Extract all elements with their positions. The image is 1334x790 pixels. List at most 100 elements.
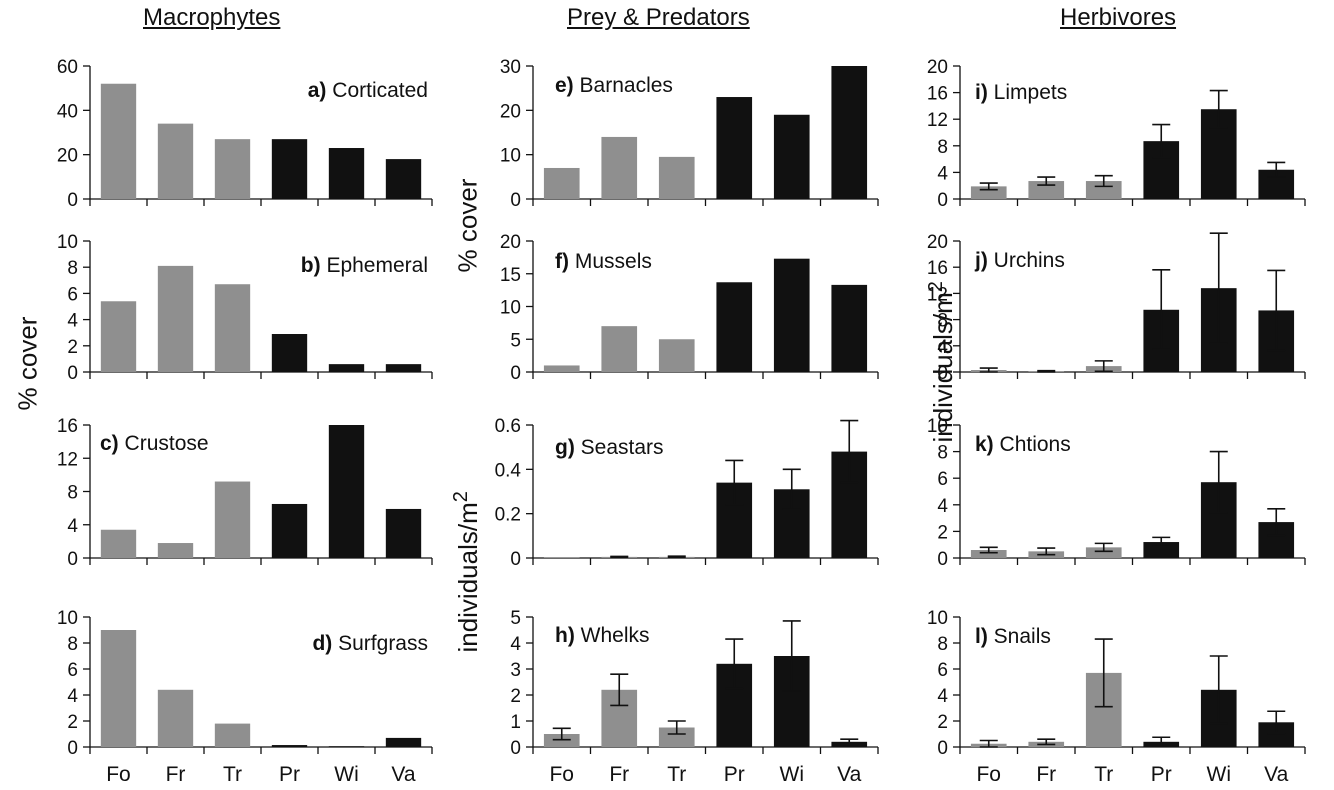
y-tick-label: 8 [67,258,78,279]
y-tick-label: 6 [67,284,78,305]
bar-pr [271,745,308,747]
bar-fr [157,543,194,558]
y-tick-label: 60 [57,57,78,78]
y-tick-label: 6 [937,660,948,681]
x-tick-label: Va [837,763,861,786]
y-tick-label: 0 [67,190,78,211]
y-tick-label: 4 [67,311,78,332]
panel-title: k) Chtions [975,433,1071,456]
y-tick-label: 0 [937,738,948,759]
panel-title: e) Barnacles [555,74,673,97]
y-tick-label: 8 [937,443,948,464]
y-tick-label: 20 [927,57,948,78]
chart-panel-h: 0 1 2 3 4 5 Fo Fr Tr Pr Wi Va h) Whelks [510,608,879,786]
panel-letter: d) [312,632,332,655]
x-tick-label: Fo [976,763,1001,786]
bar-pr [716,97,753,199]
y-tick-label: 1 [510,712,521,733]
bar-wi [328,364,365,372]
y-tick-label: 2 [67,712,78,733]
macrophytes-y-axis-label: % cover [12,316,43,411]
bar-pr [716,282,753,372]
prey-cover-y-axis-label: % cover [452,178,483,273]
bar-fo [100,630,137,747]
chart-panel-d: 0 2 4 6 8 10 Fo Fr Tr Pr Wi Va d) Surfgrass [57,608,433,786]
y-tick-label: 0 [67,549,78,570]
y-tick-label: 6 [67,660,78,681]
panel-name: Seastars [581,436,664,459]
y-tick-label: 2 [937,522,948,543]
x-tick-label: Tr [667,763,686,786]
y-tick-label: 0.2 [495,505,521,526]
y-tick-label: 10 [927,416,948,437]
chart-panel-b: 0 2 4 6 8 10 b) Ephemeral [57,232,433,384]
bar-fo [100,83,137,199]
superscript-two: 2 [925,281,948,293]
x-tick-label: Fr [166,763,186,786]
bar-va [385,364,422,372]
chart-panel-e: 0 10 20 30 e) Barnacles [500,57,879,211]
panel-title: b) Ephemeral [301,254,428,277]
panel-title: g) Seastars [555,436,664,459]
panel-letter: j) [974,249,988,272]
herbivores-column-title: Herbivores [1060,4,1177,31]
y-tick-label: 0.4 [495,460,522,481]
y-tick-label: 12 [927,284,948,305]
panel-name: Corticated [332,79,428,102]
panel-name: Mussels [575,250,652,273]
chart-panel-i: 0 4 8 12 16 20 i) Limpets [927,57,1306,211]
y-tick-label: 8 [937,311,948,332]
macrophytes-column-title: Macrophytes [143,4,281,31]
bar-pr [271,334,308,372]
panel-name: Snails [994,625,1051,648]
y-tick-label: 4 [67,516,78,537]
bar-wi [773,258,810,372]
y-tick-label: 2 [67,337,78,358]
y-tick-label: 6 [937,469,948,490]
panel-name: Ephemeral [326,254,428,277]
y-tick-label: 16 [927,84,948,105]
y-tick-label: 10 [57,608,78,629]
panel-letter: a) [308,79,327,102]
bar-tr [214,284,251,372]
y-tick-label: 0 [67,363,78,384]
bar-wi [328,148,365,199]
bar-fr [157,265,194,372]
panel-letter: h) [555,624,575,647]
x-tick-label: Tr [1094,763,1113,786]
bar-tr [658,727,695,747]
chart-panel-k: 0 2 4 6 8 10 k) Chtions [927,416,1306,570]
bar-fo [100,301,137,372]
y-tick-label: 2 [510,686,521,707]
panel-name: Urchins [994,249,1065,272]
bar-fo [543,365,580,372]
bar-va [385,508,422,558]
panel-letter: k) [975,433,994,456]
prey-density-y-axis-label: individuals/m2 [450,491,483,653]
panel-name: Barnacles [580,74,673,97]
panel-name: Whelks [581,624,650,647]
panel-title: c) Crustose [100,432,209,455]
x-tick-label: Tr [223,763,242,786]
panel-name: Surfgrass [338,632,428,655]
x-tick-label: Fr [609,763,629,786]
y-tick-label: 10 [500,146,521,167]
x-tick-label: Pr [724,763,745,786]
chart-panel-j: 0 4 8 12 16 20 j) Urchins [927,232,1306,384]
bar-fo [543,167,580,199]
y-tick-label: 16 [927,258,948,279]
y-tick-label: 12 [57,449,78,470]
y-tick-label: 4 [67,686,78,707]
y-tick-label: 0 [937,363,948,384]
bar-wi [328,425,365,558]
y-tick-label: 12 [927,110,948,131]
y-tick-label: 10 [57,232,78,253]
y-tick-label: 30 [500,57,521,78]
bar-tr [1085,181,1122,199]
bar-fr [601,136,638,199]
bar-tr [214,481,251,558]
x-tick-label: Fo [549,763,574,786]
y-tick-label: 16 [57,416,78,437]
y-tick-label: 0 [67,738,78,759]
